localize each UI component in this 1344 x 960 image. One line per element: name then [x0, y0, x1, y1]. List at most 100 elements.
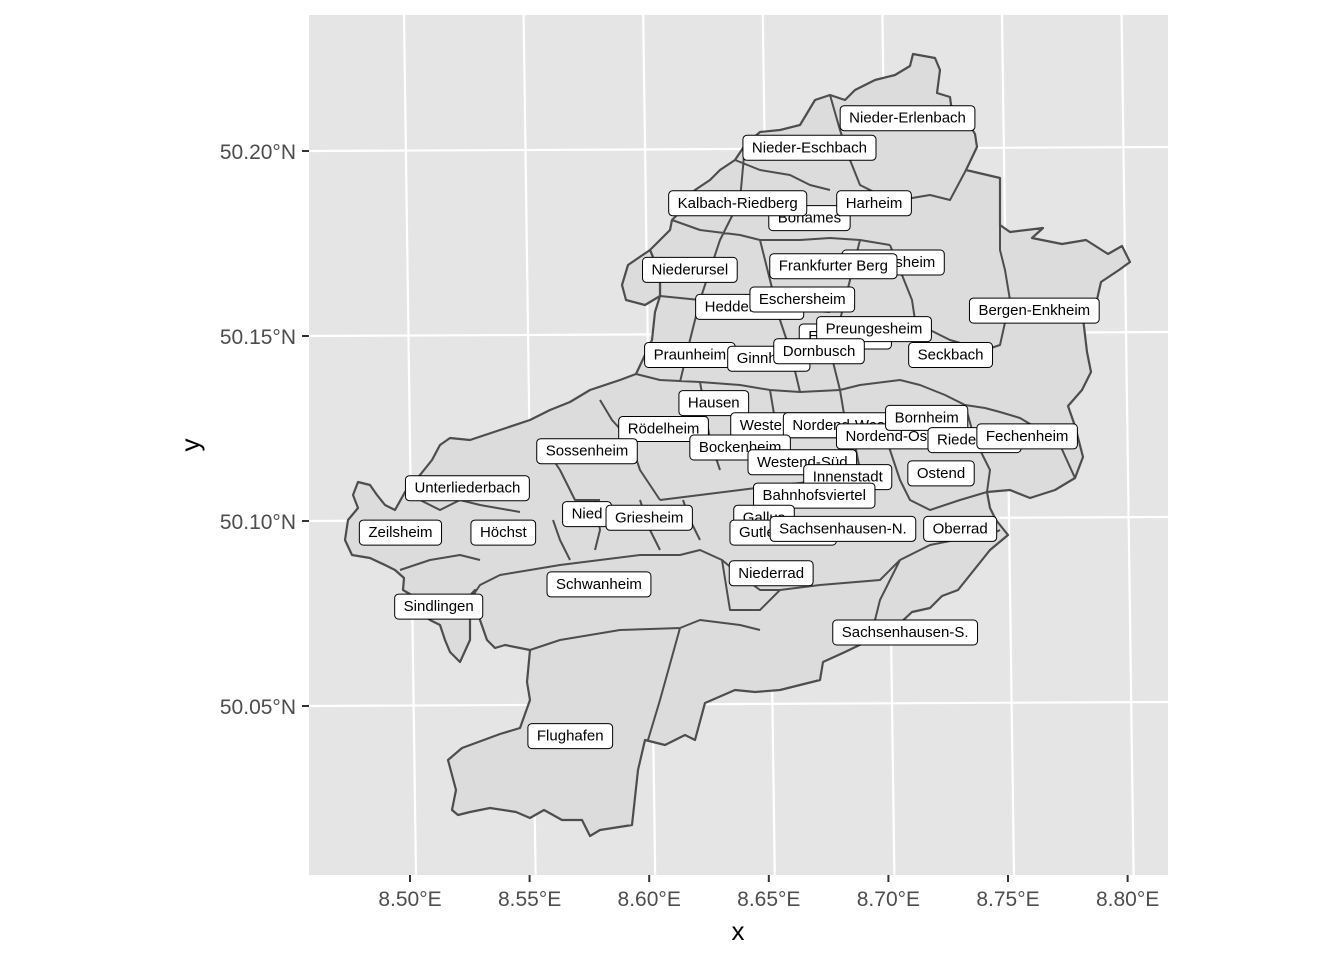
district-name: Kalbach-Riedberg	[678, 195, 798, 212]
district-label: Bergen-Enkheim	[968, 297, 1100, 324]
district-name: Nordend-Ost	[845, 428, 932, 445]
district-label: Sossenheim	[536, 438, 638, 465]
district-label-box	[728, 560, 814, 587]
district-label: Preungesheim	[816, 316, 932, 343]
x-tick-label: 8.70°E	[857, 888, 920, 911]
district-name: Sachsenhausen-N.	[779, 520, 907, 537]
district-name: Hausen	[688, 395, 740, 412]
district-label-box	[753, 482, 876, 509]
district-label-box	[470, 519, 537, 546]
district-name: Dornbusch	[783, 343, 856, 360]
district-label: Bahnhofsviertel	[753, 482, 876, 509]
district-name: Griesheim	[615, 509, 683, 526]
x-tick-label: 8.60°E	[618, 888, 681, 911]
district-label-box	[839, 105, 976, 132]
district-label-box	[816, 316, 932, 343]
district-label: Ostend	[907, 460, 975, 487]
district-name: Sossenheim	[546, 443, 629, 460]
district-name: Praunheim	[654, 347, 727, 364]
district-label: Frankfurter Berg	[769, 253, 898, 280]
y-tick-label: 50.10°N	[220, 511, 296, 534]
district-name: Ostend	[917, 465, 965, 482]
district-name: Nied	[572, 506, 603, 523]
district-name: Nieder-Erlenbach	[849, 110, 966, 127]
parallel-line	[308, 145, 1169, 153]
x-tick-label: 8.65°E	[737, 888, 800, 911]
district-label-box	[773, 338, 865, 365]
district-label-box	[976, 423, 1078, 450]
district-name: Frankfurter Berg	[779, 258, 888, 275]
district-label: Kalbach-Riedberg	[668, 190, 808, 217]
district-name: Bergen-Enkheim	[978, 302, 1090, 319]
district-label-box	[749, 286, 856, 313]
parallel-line	[308, 700, 1169, 708]
district-label-box	[404, 475, 530, 502]
x-tick-label: 8.55°E	[498, 888, 561, 911]
district-name: Preungesheim	[826, 321, 923, 338]
district-name: Oberrad	[933, 520, 988, 537]
district-name: Eschersheim	[759, 291, 846, 308]
district-name: Rödelheim	[628, 421, 700, 438]
district-label-box	[394, 593, 484, 620]
district-name: Fechenheim	[986, 428, 1069, 445]
district-name: Niederursel	[652, 261, 729, 278]
district-name: Schwanheim	[556, 576, 642, 593]
district-label: Zeilsheim	[358, 519, 443, 546]
meridian-line	[402, 14, 418, 876]
x-tick-label: 8.80°E	[1096, 888, 1159, 911]
district-name: Niederrad	[738, 565, 804, 582]
district-label-box	[536, 438, 638, 465]
district-label-box	[546, 571, 652, 598]
district-name: Höchst	[480, 524, 528, 541]
district-name: Flughafen	[537, 728, 604, 745]
district-label: Hausen	[678, 390, 750, 417]
district-label-box	[832, 619, 979, 646]
district-label: Sachsenhausen-N.	[769, 515, 917, 542]
district-label-box	[678, 390, 750, 417]
district-name: Sindlingen	[404, 598, 474, 615]
y-tick-label: 50.15°N	[220, 326, 296, 349]
district-label: Flughafen	[527, 723, 614, 750]
district-name: Bornheim	[895, 409, 959, 426]
district-label: Eschersheim	[749, 286, 856, 313]
meridian-line	[1120, 14, 1135, 876]
district-label-box	[668, 190, 808, 217]
x-axis-title: x	[732, 916, 745, 946]
district-label: Niederursel	[642, 256, 738, 283]
district-label-box	[605, 504, 693, 531]
district-label-box	[618, 416, 709, 442]
district-label: Nied	[562, 501, 612, 528]
district-label-box	[923, 515, 998, 542]
y-tick-label: 50.05°N	[220, 696, 296, 719]
district-label: Praunheim	[644, 342, 736, 368]
district-name: Harheim	[846, 195, 903, 212]
district-label-box	[885, 404, 969, 431]
district-label: Seckbach	[908, 342, 994, 368]
district-label: Nieder-Erlenbach	[839, 105, 976, 132]
district-labels: Nieder-ErlenbachNieder-EschbachBonamesKa…	[358, 105, 1100, 750]
district-label: Oberrad	[923, 515, 998, 542]
district-name: Unterliederbach	[414, 480, 520, 497]
district-label-box	[836, 190, 912, 217]
district-label-box	[358, 519, 443, 546]
district-label-box	[769, 253, 898, 280]
district-label-box	[907, 460, 975, 487]
district-name: Bahnhofsviertel	[763, 487, 866, 504]
district-label-box	[908, 342, 994, 368]
district-name: Zeilsheim	[368, 524, 432, 541]
district-label: Sachsenhausen-S.	[832, 619, 979, 646]
district-label-box	[642, 256, 738, 283]
district-label: Höchst	[470, 519, 537, 546]
district-label: Sindlingen	[394, 593, 484, 620]
district-label: Schwanheim	[546, 571, 652, 598]
x-tick-label: 8.75°E	[976, 888, 1039, 911]
district-label: Dornbusch	[773, 338, 865, 365]
district-label-box	[742, 134, 877, 161]
district-name: Seckbach	[918, 347, 984, 364]
district-label-box	[527, 723, 614, 750]
district-label: Nieder-Eschbach	[742, 134, 877, 161]
district-name: Sachsenhausen-S.	[842, 624, 969, 641]
district-label: Griesheim	[605, 504, 693, 531]
x-tick-label: 8.50°E	[378, 888, 441, 911]
